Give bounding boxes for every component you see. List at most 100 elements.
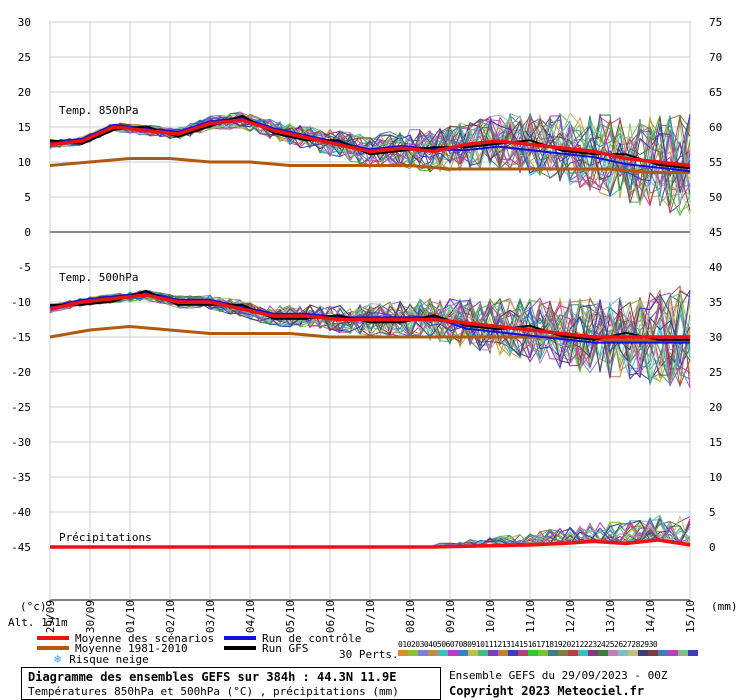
legend-mean-climate-label: Moyenne 1981-2010 <box>75 641 188 655</box>
y-right-tick: 35 <box>709 296 722 309</box>
y-right-tick: 25 <box>709 366 722 379</box>
y-right-tick: 5 <box>709 506 716 519</box>
y-right-tick: 10 <box>709 471 722 484</box>
legend-gfs-run-swatch <box>224 646 256 650</box>
footer-title-box: Diagramme des ensembles GEFS sur 384h : … <box>21 667 441 700</box>
pert-number: 30 <box>648 640 658 649</box>
legend-control-run-swatch <box>224 636 256 640</box>
pert-color-swatch <box>558 650 568 656</box>
pert-color-swatch <box>478 650 488 656</box>
pert-color-swatch <box>668 650 678 656</box>
ensemble-member-line <box>49 113 691 199</box>
pert-number: 13 <box>501 640 511 649</box>
x-tick: 07/10 <box>364 600 377 633</box>
y-right-tick: 50 <box>709 191 722 204</box>
pert-color-swatch <box>468 650 478 656</box>
pert-number: 09 <box>467 640 476 649</box>
y-left-tick: -35 <box>11 471 31 484</box>
x-tick: 08/10 <box>404 600 417 633</box>
y-right-tick: 0 <box>709 541 716 554</box>
pert-color-swatch <box>508 650 518 656</box>
pert-color-swatch <box>398 650 408 656</box>
pert-number: 07 <box>449 640 459 649</box>
y-right-tick: 70 <box>709 51 722 64</box>
y-left-tick: 15 <box>18 121 31 134</box>
pert-color-swatch <box>608 650 618 656</box>
legend-perts-label: 30 Perts. <box>339 647 399 661</box>
legend-gfs-run-label: Run GFS <box>262 641 309 655</box>
x-tick: 05/10 <box>284 600 297 633</box>
pert-color-swatch <box>538 650 548 656</box>
y-left-tick: 20 <box>18 86 31 99</box>
pert-number: 15 <box>518 640 528 649</box>
pert-color-swatch <box>638 650 648 656</box>
mean-scenarios-line <box>49 118 691 168</box>
y-right-tick: 30 <box>709 331 722 344</box>
x-tick: 02/10 <box>164 600 177 633</box>
x-tick: 13/10 <box>604 600 617 633</box>
y-left-tick: -5 <box>18 261 31 274</box>
gfs-run-line <box>50 289 690 341</box>
pert-number: 11 <box>484 640 494 649</box>
pert-color-swatch <box>408 650 418 656</box>
x-tick: 09/10 <box>444 600 457 633</box>
pert-color-swatch <box>658 650 668 656</box>
x-tick: 11/10 <box>524 600 537 633</box>
x-tick: 10/10 <box>484 600 497 633</box>
legend-control-run-label: Run de contrôle <box>262 631 362 645</box>
pert-number: 01 <box>398 640 407 649</box>
y-left-tick: 25 <box>18 51 31 64</box>
pert-color-swatch <box>418 650 428 656</box>
pert-number: 06 <box>441 640 450 649</box>
pert-color-swatch <box>498 650 508 656</box>
y-left-tick: -15 <box>11 331 31 344</box>
y-left-tick: -25 <box>11 401 31 414</box>
pert-number: 25 <box>605 640 615 649</box>
pert-color-swatch <box>458 650 468 656</box>
pert-number: 24 <box>596 640 606 649</box>
pert-color-swatch <box>618 650 628 656</box>
y-left-tick: -40 <box>11 506 31 519</box>
pert-number: 14 <box>510 640 519 649</box>
y-left-tick: -10 <box>11 296 31 309</box>
y-left-tick: 10 <box>18 156 31 169</box>
snowflake-icon: ❄ <box>54 652 62 666</box>
climatology-850-line <box>49 157 690 174</box>
pert-number: 27 <box>622 640 632 649</box>
ensemble-member-line <box>49 290 691 386</box>
pert-color-swatch <box>678 650 688 656</box>
mean-scenarios-line <box>49 293 690 339</box>
mean-scenarios-line <box>50 538 691 549</box>
y-left-tick: -20 <box>11 366 31 379</box>
pert-color-swatch <box>568 650 578 656</box>
chart-subtitle: Températures 850hPa et 500hPa (°C) , pré… <box>28 685 399 698</box>
y-right-tick: 60 <box>709 121 722 134</box>
pert-number: 16 <box>527 640 537 649</box>
pert-color-swatch <box>688 650 698 656</box>
y-left-unit: (°c) <box>20 600 47 613</box>
pert-number: 22 <box>579 640 589 649</box>
y-left-tick: 0 <box>24 226 31 239</box>
legend-mean-scenarios: Moyenne des scénarios <box>37 632 214 645</box>
ensemble-member-line <box>49 111 691 192</box>
pert-color-swatch <box>488 650 498 656</box>
x-tick: 06/10 <box>324 600 337 633</box>
pert-color-swatch <box>438 650 448 656</box>
pert-number: 04 <box>423 640 433 649</box>
pert-color-row <box>398 650 733 657</box>
copyright: Copyright 2023 Meteociel.fr <box>449 684 645 698</box>
y-right-tick: 15 <box>709 436 722 449</box>
pert-number: 05 <box>432 640 442 649</box>
pert-color-swatch <box>578 650 588 656</box>
pert-number: 03 <box>415 640 424 649</box>
pert-color-swatch <box>588 650 598 656</box>
altitude-label: Alt. 171m <box>8 616 68 629</box>
y-right-tick: 65 <box>709 86 722 99</box>
y-right-tick: 55 <box>709 156 722 169</box>
panel-label-500: Temp. 500hPa <box>59 271 138 284</box>
x-tick: 14/10 <box>644 600 657 633</box>
pert-color-swatch <box>528 650 538 656</box>
legend-mean-climate: Moyenne 1981-2010 <box>37 641 188 655</box>
pert-color-swatch <box>428 650 438 656</box>
